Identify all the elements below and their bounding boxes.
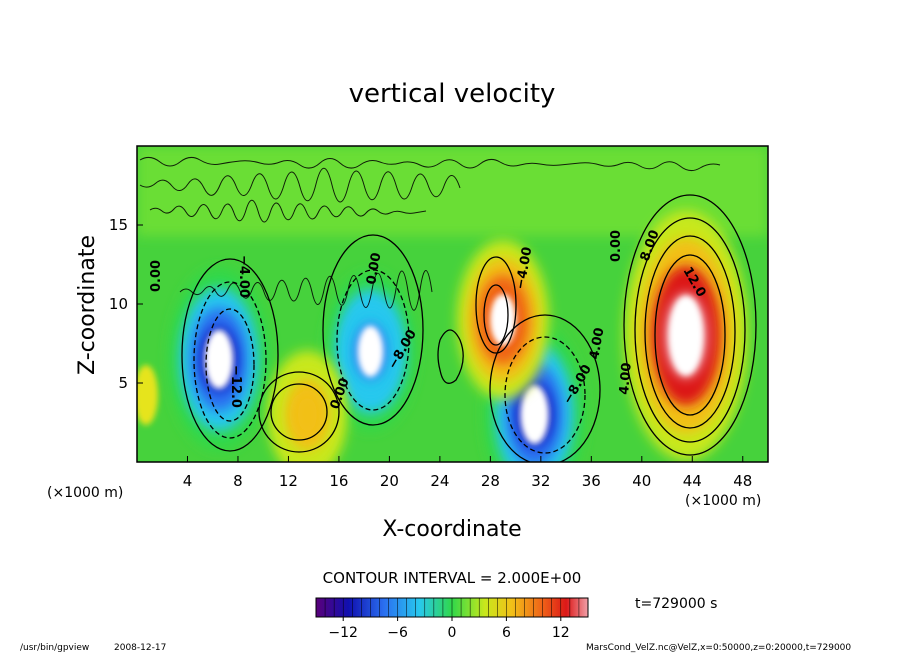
colorbar-ticks: −12 −6 0 6 12 — [328, 617, 570, 641]
x-tick-label: 28 — [481, 472, 500, 490]
updraft-level — [293, 392, 321, 437]
contour-interval-text: CONTOUR INTERVAL = 2.000E+00 — [323, 569, 582, 587]
x-tick-label: 32 — [531, 472, 550, 490]
downdraft-core — [520, 385, 549, 445]
x-tick-label: 16 — [329, 472, 348, 490]
contour-label: −4.00 — [513, 246, 535, 291]
downdraft-core — [357, 325, 384, 377]
x-tick-label: 48 — [733, 472, 752, 490]
y-axis-ticks: 5 10 15 — [109, 216, 143, 392]
major-contours — [181, 194, 757, 462]
plot-area: −4.00 −12.0 0.00 −8.00 4.00 −8.00 −4.00 … — [137, 146, 768, 462]
contour-label: −12.0 — [228, 365, 243, 408]
contour-label: 4.00 — [587, 326, 607, 360]
x-tick-label: 8 — [233, 472, 243, 490]
colorbar-segments — [324, 598, 580, 617]
chart-title: vertical velocity — [349, 79, 556, 109]
downdraft-core — [204, 329, 234, 389]
footer-program: /usr/bin/gpview — [20, 643, 89, 653]
x-tick-label: 12 — [279, 472, 298, 490]
contour-label: 4.00 — [617, 362, 635, 395]
contour-label: 0.00 — [364, 251, 384, 285]
x-tick-label: 4 — [183, 472, 193, 490]
x-tick-label: 24 — [430, 472, 449, 490]
colorbar-tick-label: 6 — [502, 625, 511, 641]
colorbar-tick-label: 12 — [552, 625, 570, 641]
time-text: t=729000 s — [635, 596, 717, 612]
y-tick-label: 5 — [118, 374, 128, 392]
x-unit-right: (×1000 m) — [685, 493, 761, 509]
x-axis-ticks: 4 8 12 16 20 24 28 32 36 40 44 48 — [183, 456, 752, 490]
colorbar-tick-label: −6 — [387, 625, 408, 641]
y-tick-label: 15 — [109, 216, 128, 234]
updraft-core — [490, 294, 516, 346]
x-axis-label: X-coordinate — [382, 517, 521, 542]
y-axis-label: Z-coordinate — [75, 235, 100, 375]
contour-label: 0.00 — [609, 230, 624, 262]
footer-date: 2008-12-17 — [114, 643, 166, 653]
y-tick-label: 10 — [109, 295, 128, 313]
colorbar-tick-label: −12 — [328, 625, 358, 641]
contour-label: −4.00 — [236, 255, 251, 298]
x-tick-label: 44 — [683, 472, 702, 490]
contour-label: 0.00 — [149, 260, 164, 292]
footer-source: MarsCond_VelZ.nc@VelZ,x=0:50000,z=0:2000… — [586, 643, 851, 653]
left-yellow-patch — [137, 365, 158, 425]
x-tick-label: 36 — [582, 472, 601, 490]
colorbar-tick-label: 0 — [448, 625, 457, 641]
x-tick-label: 20 — [380, 472, 399, 490]
small-scale-contour-noise — [139, 156, 721, 311]
x-unit-left: (×1000 m) — [47, 485, 123, 501]
updraft-core — [668, 295, 704, 376]
x-tick-label: 40 — [632, 472, 651, 490]
